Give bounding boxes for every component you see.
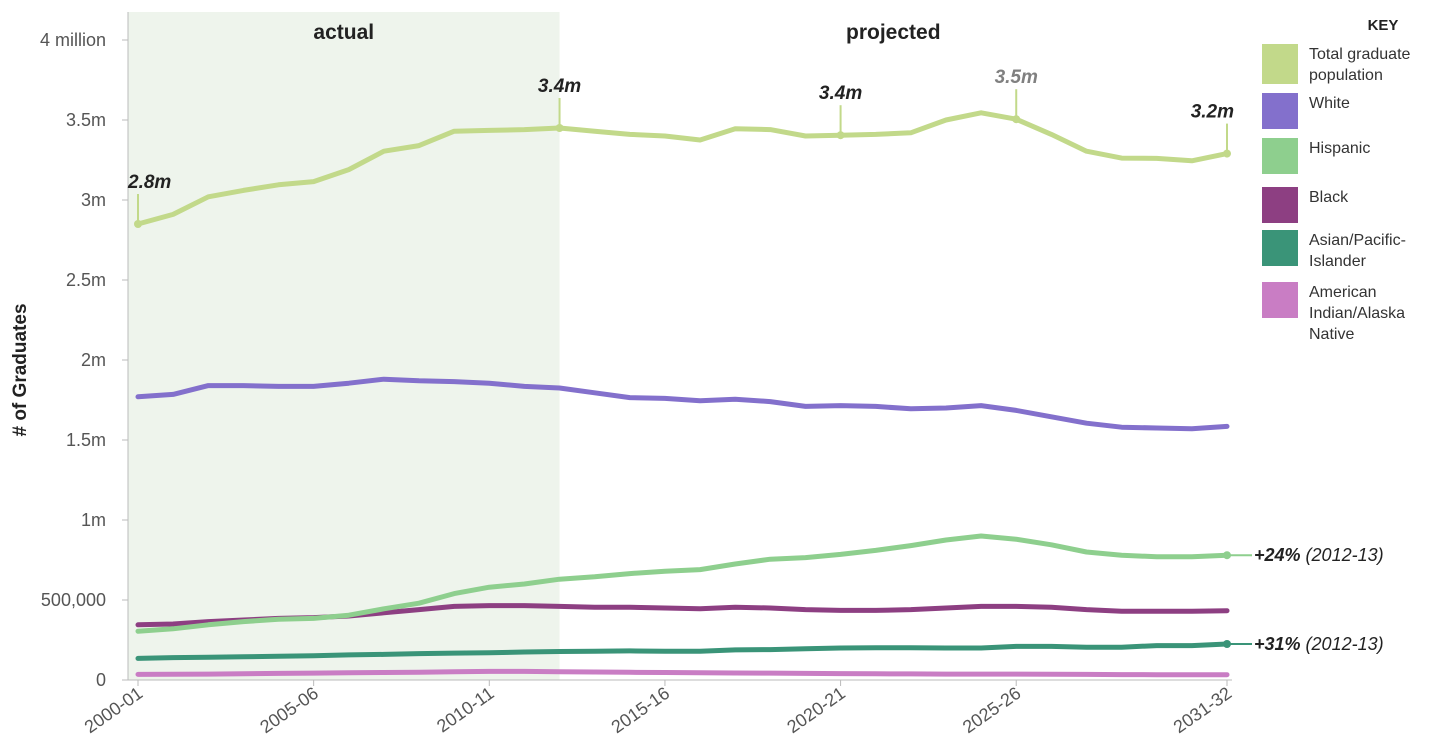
legend-label: Hispanic [1309,140,1370,157]
x-tick-label: 2025-26 [959,683,1025,737]
legend-label-line: Hispanic [1309,140,1370,157]
legend-swatch [1262,282,1298,318]
annotation-label: 2.8m [127,172,171,193]
annotation-point [1223,149,1231,158]
y-tick-label: 3m [81,190,106,210]
annotation-point [836,131,845,140]
y-tick-label: 1.5m [66,430,106,450]
legend-label: Black [1309,189,1349,206]
x-tick-label: 2020-21 [783,683,849,737]
series-line-american-indian-alaska-native [135,668,1230,678]
legend-swatch [1262,138,1298,174]
legend-label: Total graduate population [1309,46,1411,84]
y-tick-label: 1m [81,510,106,530]
legend-label-line: Black [1309,189,1349,206]
y-ticks: 0 500,000 1m 1.5m 2m 2.5m 3m 3.5m 4 million [40,30,128,690]
legend-label-line: population [1309,67,1383,84]
region-label-actual: actual [313,21,374,44]
y-tick-label: 2m [81,350,106,370]
annotation-label: 3.5m [995,67,1038,88]
legend: KEY Total graduate population White Hispanic… [1262,17,1411,343]
end-note-label: +24% (2012-13) [1254,545,1384,565]
region-label-projected: projected [846,21,941,44]
annotation-label: 3.2m [1191,102,1234,123]
end-notes: +24% (2012-13)+31% (2012-13) [1223,545,1384,654]
legend-label: American Indian/Alaska Native [1309,284,1405,343]
x-tick-label: 2031-32 [1170,683,1236,737]
legend-label-line: Native [1309,326,1354,343]
x-ticks: 2000-01 2005-06 2010-11 2015-16 2020-21 2025-… [81,680,1236,737]
y-tick-label: 2.5m [66,270,106,290]
legend-label-line: Islander [1309,253,1367,270]
legend-swatch [1262,93,1298,129]
series-line-asian-pacific-islander [135,641,1230,661]
series-line-total-graduate-population [135,110,1230,227]
y-tick-label: 0 [96,670,106,690]
series-lines [135,110,1230,678]
legend-label-line: Total graduate [1309,46,1411,63]
series-line-hispanic [135,533,1230,634]
annotation-label: 3.4m [538,76,581,97]
legend-label-line: Indian/Alaska [1309,305,1405,322]
y-tick-label: 500,000 [41,590,106,610]
x-tick-label: 2015-16 [608,683,674,737]
y-tick-label: 4 million [40,30,106,50]
legend-swatch [1262,44,1298,84]
annotation-point [555,124,564,132]
legend-label: White [1309,95,1350,112]
series-line-white [135,376,1230,432]
actual-region-shade [128,12,560,680]
x-tick-label: 2005-06 [256,683,322,737]
legend-label-line: Asian/Pacific- [1309,232,1406,249]
legend-label-line: White [1309,95,1350,112]
y-axis-label: # of Graduates [10,303,31,436]
x-tick-label: 2000-01 [81,683,147,737]
end-note-period: (2012-13) [1301,545,1384,565]
end-note-change: +24% [1254,545,1301,565]
x-tick-label: 2010-11 [433,683,497,737]
legend-label: Asian/Pacific- Islander [1309,232,1406,270]
legend-label-line: American [1309,284,1377,301]
annotation-label: 3.4m [819,83,862,104]
legend-title: KEY [1368,17,1399,34]
end-note-label: +31% (2012-13) [1254,634,1384,654]
end-note-period: (2012-13) [1301,634,1384,654]
legend-swatch [1262,230,1298,266]
legend-swatch [1262,187,1298,223]
annotation-point [1012,115,1021,124]
y-tick-label: 3.5m [66,110,106,130]
axes [127,12,1232,681]
end-note-change: +31% [1254,634,1301,654]
annotation-point [134,220,142,228]
annotations: 2.8m 3.4m 3.4m 3.5m 3.2m [127,67,1234,228]
